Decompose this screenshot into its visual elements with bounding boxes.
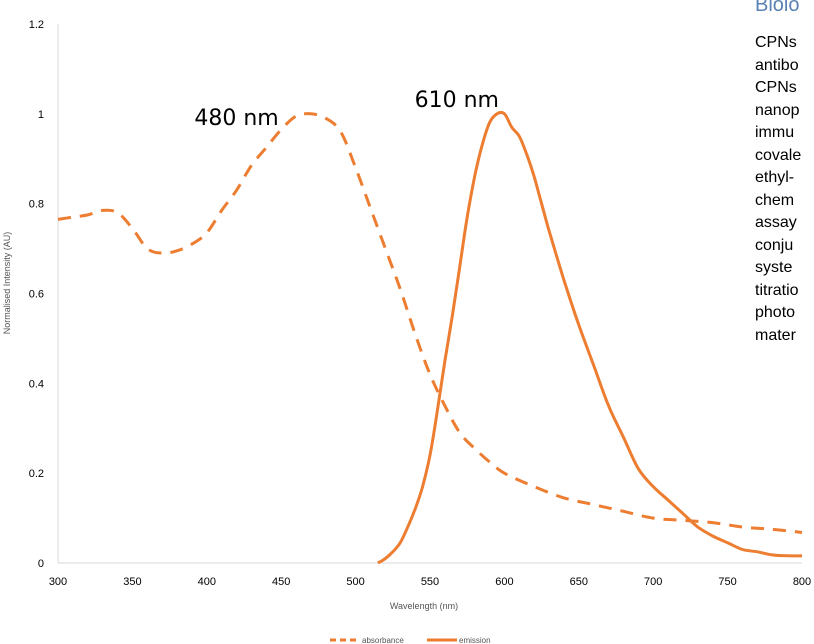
side-panel-line: mater: [755, 326, 796, 344]
y-axis-title: Normalised Intensity (AU): [2, 232, 12, 335]
side-panel-line: ethyl-: [755, 169, 795, 186]
x-tick-label: 800: [793, 576, 811, 588]
y-tick-label: 1: [38, 109, 44, 121]
y-tick-label: 0.6: [29, 289, 44, 301]
legend-label-emission: emission: [459, 636, 491, 644]
side-panel-line: conju: [755, 236, 794, 254]
peak-label-emission: 610 nm: [415, 88, 499, 113]
side-panel-line: assay: [755, 214, 797, 231]
side-panel-title: Biolo: [755, 0, 800, 16]
legend: absorbance emission: [330, 636, 491, 644]
y-tick-label: 0.2: [29, 468, 44, 480]
side-panel-line: photo: [755, 304, 796, 321]
x-tick-label: 450: [272, 576, 290, 588]
y-tick-label: 0: [38, 558, 44, 570]
x-tick-label: 750: [718, 576, 736, 588]
x-tick-label: 500: [346, 576, 364, 588]
legend-label-absorbance: absorbance: [362, 636, 404, 644]
side-panel-line: CPNs: [755, 34, 797, 51]
x-tick-label: 700: [644, 576, 662, 588]
side-panel-line: immu: [755, 124, 795, 141]
absorbance-series-line: [57, 112, 803, 534]
emission-series-line: [377, 110, 803, 565]
x-tick-label: 350: [123, 576, 141, 588]
x-tick-label: 550: [421, 576, 439, 588]
y-tick-label: 0.4: [29, 378, 44, 390]
side-panel-line: antibo: [755, 56, 799, 74]
x-tick-labels: 300 350 400 450 500 550 600 650 700 750 800: [49, 576, 811, 588]
side-panel-line: syste: [755, 259, 793, 276]
x-axis-title: Wavelength (nm): [390, 601, 458, 611]
x-tick-label: 400: [198, 576, 216, 588]
x-tick-label: 650: [570, 576, 588, 588]
y-tick-label: 1.2: [29, 19, 44, 31]
x-tick-label: 600: [495, 576, 513, 588]
peak-label-absorbance: 480 nm: [194, 106, 278, 131]
y-tick-labels: 0 0.2 0.4 0.6 0.8 1 1.2: [29, 19, 44, 570]
side-panel-line: nanop: [755, 101, 800, 119]
side-panel-line: chem: [755, 191, 795, 209]
x-tick-label: 300: [49, 576, 67, 588]
side-panel-text: CPNs antibo CPNs nanop immu covale ethyl…: [755, 32, 814, 347]
side-panel-line: titratio: [755, 281, 799, 299]
side-panel-line: covale: [755, 146, 802, 164]
side-panel-line: CPNs: [755, 79, 797, 96]
y-tick-label: 0.8: [29, 199, 44, 211]
